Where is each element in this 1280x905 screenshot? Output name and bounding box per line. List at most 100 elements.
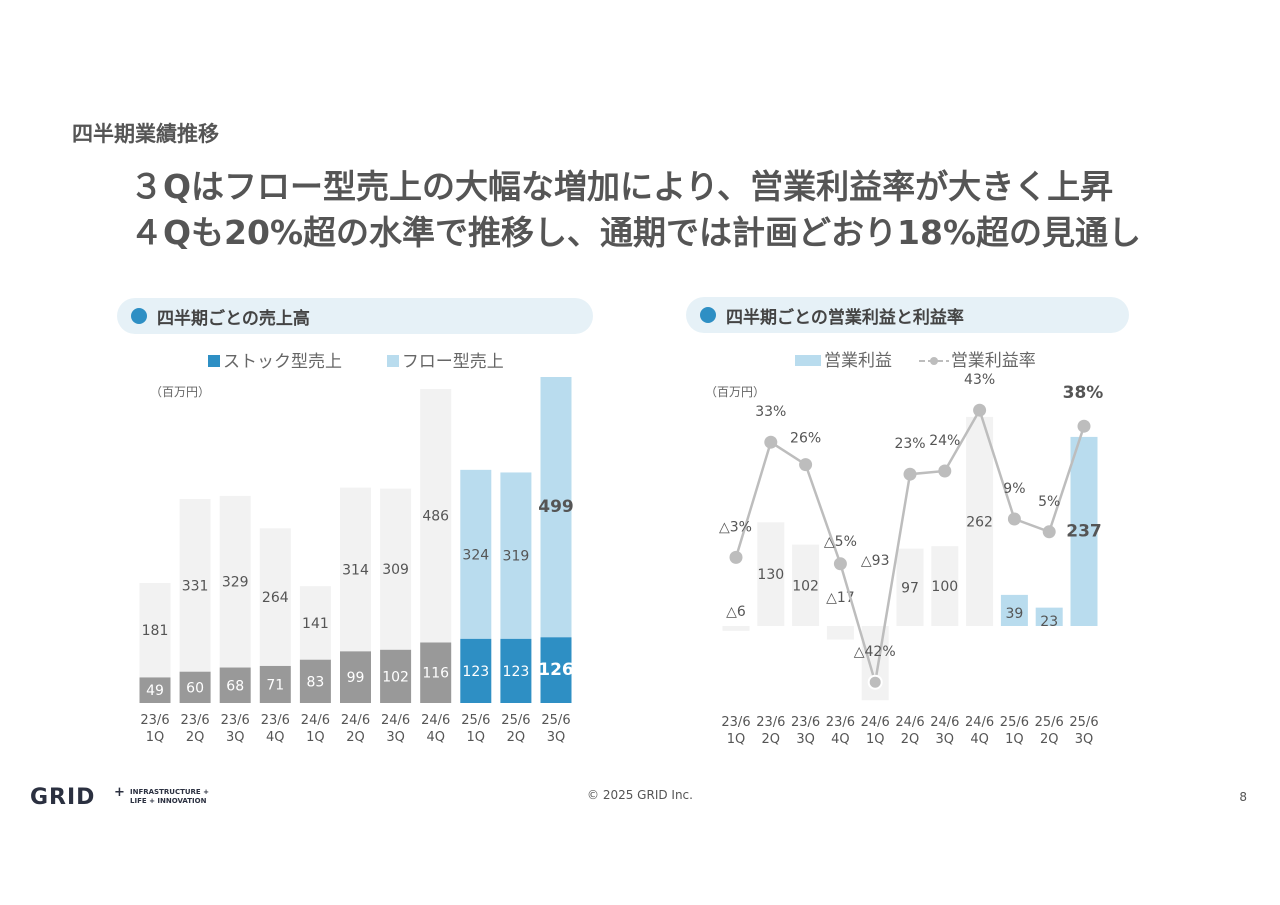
legend-line-marker-icon (918, 357, 949, 365)
margin-value-label: 23% (894, 436, 925, 452)
margin-point (903, 467, 917, 481)
section-label: 四半期業績推移 (72, 122, 219, 146)
sales-legend: ストック型売上 フロー型売上 (208, 347, 504, 372)
bar-stock (219, 667, 251, 703)
stock-value-label: 123 (462, 664, 489, 680)
x-tick-label-year: 23/6 (721, 715, 750, 730)
x-tick-label-year: 24/6 (381, 713, 410, 728)
profit-value-label: 262 (966, 514, 993, 530)
grid-logo-mark: GRID + INFRASTRUCTURE + LIFE + INNOVATIO… (30, 785, 209, 810)
x-tick-label-year: 24/6 (861, 715, 890, 730)
profit-value-label: 23 (1040, 614, 1058, 630)
flow-value-label: 264 (262, 590, 289, 606)
x-tick-label-quarter: 2Q (1040, 732, 1059, 747)
flow-value-label: 329 (222, 575, 249, 591)
bar-stock (179, 671, 211, 703)
legend-label-margin: 営業利益率 (950, 351, 1036, 371)
profit-unit-label: （百万円） (705, 385, 766, 399)
bar-flow (420, 388, 452, 643)
sales-unit-label: （百万円） (150, 385, 211, 399)
margin-value-label: 9% (1003, 481, 1025, 497)
bar-stock (299, 659, 331, 703)
profit-legend: 営業利益 営業利益率 (795, 346, 1036, 371)
profit-bar (931, 546, 959, 626)
profit-value-label: △93 (861, 553, 890, 569)
margin-point (1042, 525, 1056, 539)
profit-value-label: 237 (1066, 521, 1102, 541)
x-tick-label-quarter: 1Q (306, 730, 325, 745)
x-tick-label-quarter: 3Q (1075, 732, 1094, 747)
profit-bar (826, 626, 854, 640)
profit-value-label: △6 (726, 604, 746, 620)
bar-stock (259, 665, 291, 703)
bar-flow (540, 377, 572, 638)
x-tick-label-quarter: 3Q (936, 732, 955, 747)
x-tick-label-quarter: 1Q (727, 732, 746, 747)
margin-line (734, 407, 1086, 683)
bar-stock (540, 637, 572, 703)
legend-item-flow: フロー型売上 (386, 352, 504, 372)
stock-value-label: 99 (347, 670, 365, 686)
margin-point (1007, 512, 1021, 526)
x-tick-label-quarter: 3Q (386, 730, 405, 745)
flow-value-label: 314 (342, 562, 369, 578)
legend-swatch-flow (386, 355, 399, 367)
margin-point (799, 458, 813, 472)
profit-bar (861, 626, 889, 701)
x-tick-label-year: 24/6 (341, 713, 370, 728)
margin-value-label: △5% (824, 534, 857, 550)
profit-value-label: 100 (931, 579, 958, 595)
stock-value-label: 123 (503, 664, 530, 680)
bar-flow (219, 495, 251, 668)
stock-value-label: 116 (422, 666, 449, 682)
legend-label-stock: ストック型売上 (223, 352, 342, 372)
stock-value-label: 83 (306, 674, 324, 690)
stock-value-label: 126 (538, 660, 574, 680)
profit-bar (1000, 594, 1028, 626)
grid-logo: GRID + INFRASTRUCTURE + LIFE + INNOVATIO… (30, 784, 220, 812)
flow-value-label: 309 (382, 562, 409, 578)
stock-value-label: 68 (226, 678, 244, 694)
x-tick-label-quarter: 1Q (146, 730, 165, 745)
margin-value-label: 24% (929, 433, 960, 449)
profit-bar (792, 544, 820, 626)
x-tick-label-year: 24/6 (965, 715, 994, 730)
legend-swatch-stock (208, 355, 220, 367)
margin-point (973, 403, 987, 417)
x-tick-label-year: 25/6 (461, 713, 490, 728)
x-tick-label-year: 25/6 (501, 713, 530, 728)
margin-value-label: 43% (964, 372, 995, 388)
bar-flow (259, 528, 291, 666)
flow-value-label: 324 (462, 547, 489, 563)
x-tick-label-quarter: 2Q (186, 730, 205, 745)
x-tick-label-quarter: 1Q (1005, 732, 1024, 747)
stock-value-label: 49 (146, 683, 164, 699)
x-tick-label-quarter: 2Q (346, 730, 365, 745)
bar-stock (500, 638, 532, 703)
legend-label-flow: フロー型売上 (401, 352, 504, 372)
x-tick-label-year: 25/6 (1000, 715, 1029, 730)
x-tick-label-year: 25/6 (1035, 715, 1064, 730)
x-tick-label-year: 23/6 (756, 715, 785, 730)
logo-text: GRID (30, 785, 95, 808)
x-tick-label-year: 23/6 (261, 713, 290, 728)
logo-tagline-2: LIFE + INNOVATION (130, 797, 207, 805)
x-tick-label-year: 23/6 (791, 715, 820, 730)
x-tick-label-quarter: 4Q (831, 732, 850, 747)
x-tick-label-year: 25/6 (1069, 715, 1098, 730)
stock-value-label: 102 (382, 669, 409, 685)
bar-stock (139, 677, 171, 703)
x-tick-label-quarter: 3Q (796, 732, 815, 747)
flow-value-label: 319 (503, 549, 530, 565)
x-tick-label-quarter: 1Q (866, 732, 885, 747)
headline-line-1: ３Qはフロー型売上の大幅な増加により、営業利益率が大きく上昇 (130, 167, 1114, 206)
bullet-dot-icon (131, 308, 147, 324)
x-tick-label-year: 23/6 (140, 713, 169, 728)
x-tick-label-year: 23/6 (221, 713, 250, 728)
flow-value-label: 331 (182, 578, 209, 594)
x-tick-label-year: 24/6 (930, 715, 959, 730)
profit-value-label: △17 (826, 590, 855, 606)
margin-value-label: △3% (719, 519, 752, 535)
x-tick-label-quarter: 3Q (547, 730, 566, 745)
x-tick-label-quarter: 3Q (226, 730, 245, 745)
